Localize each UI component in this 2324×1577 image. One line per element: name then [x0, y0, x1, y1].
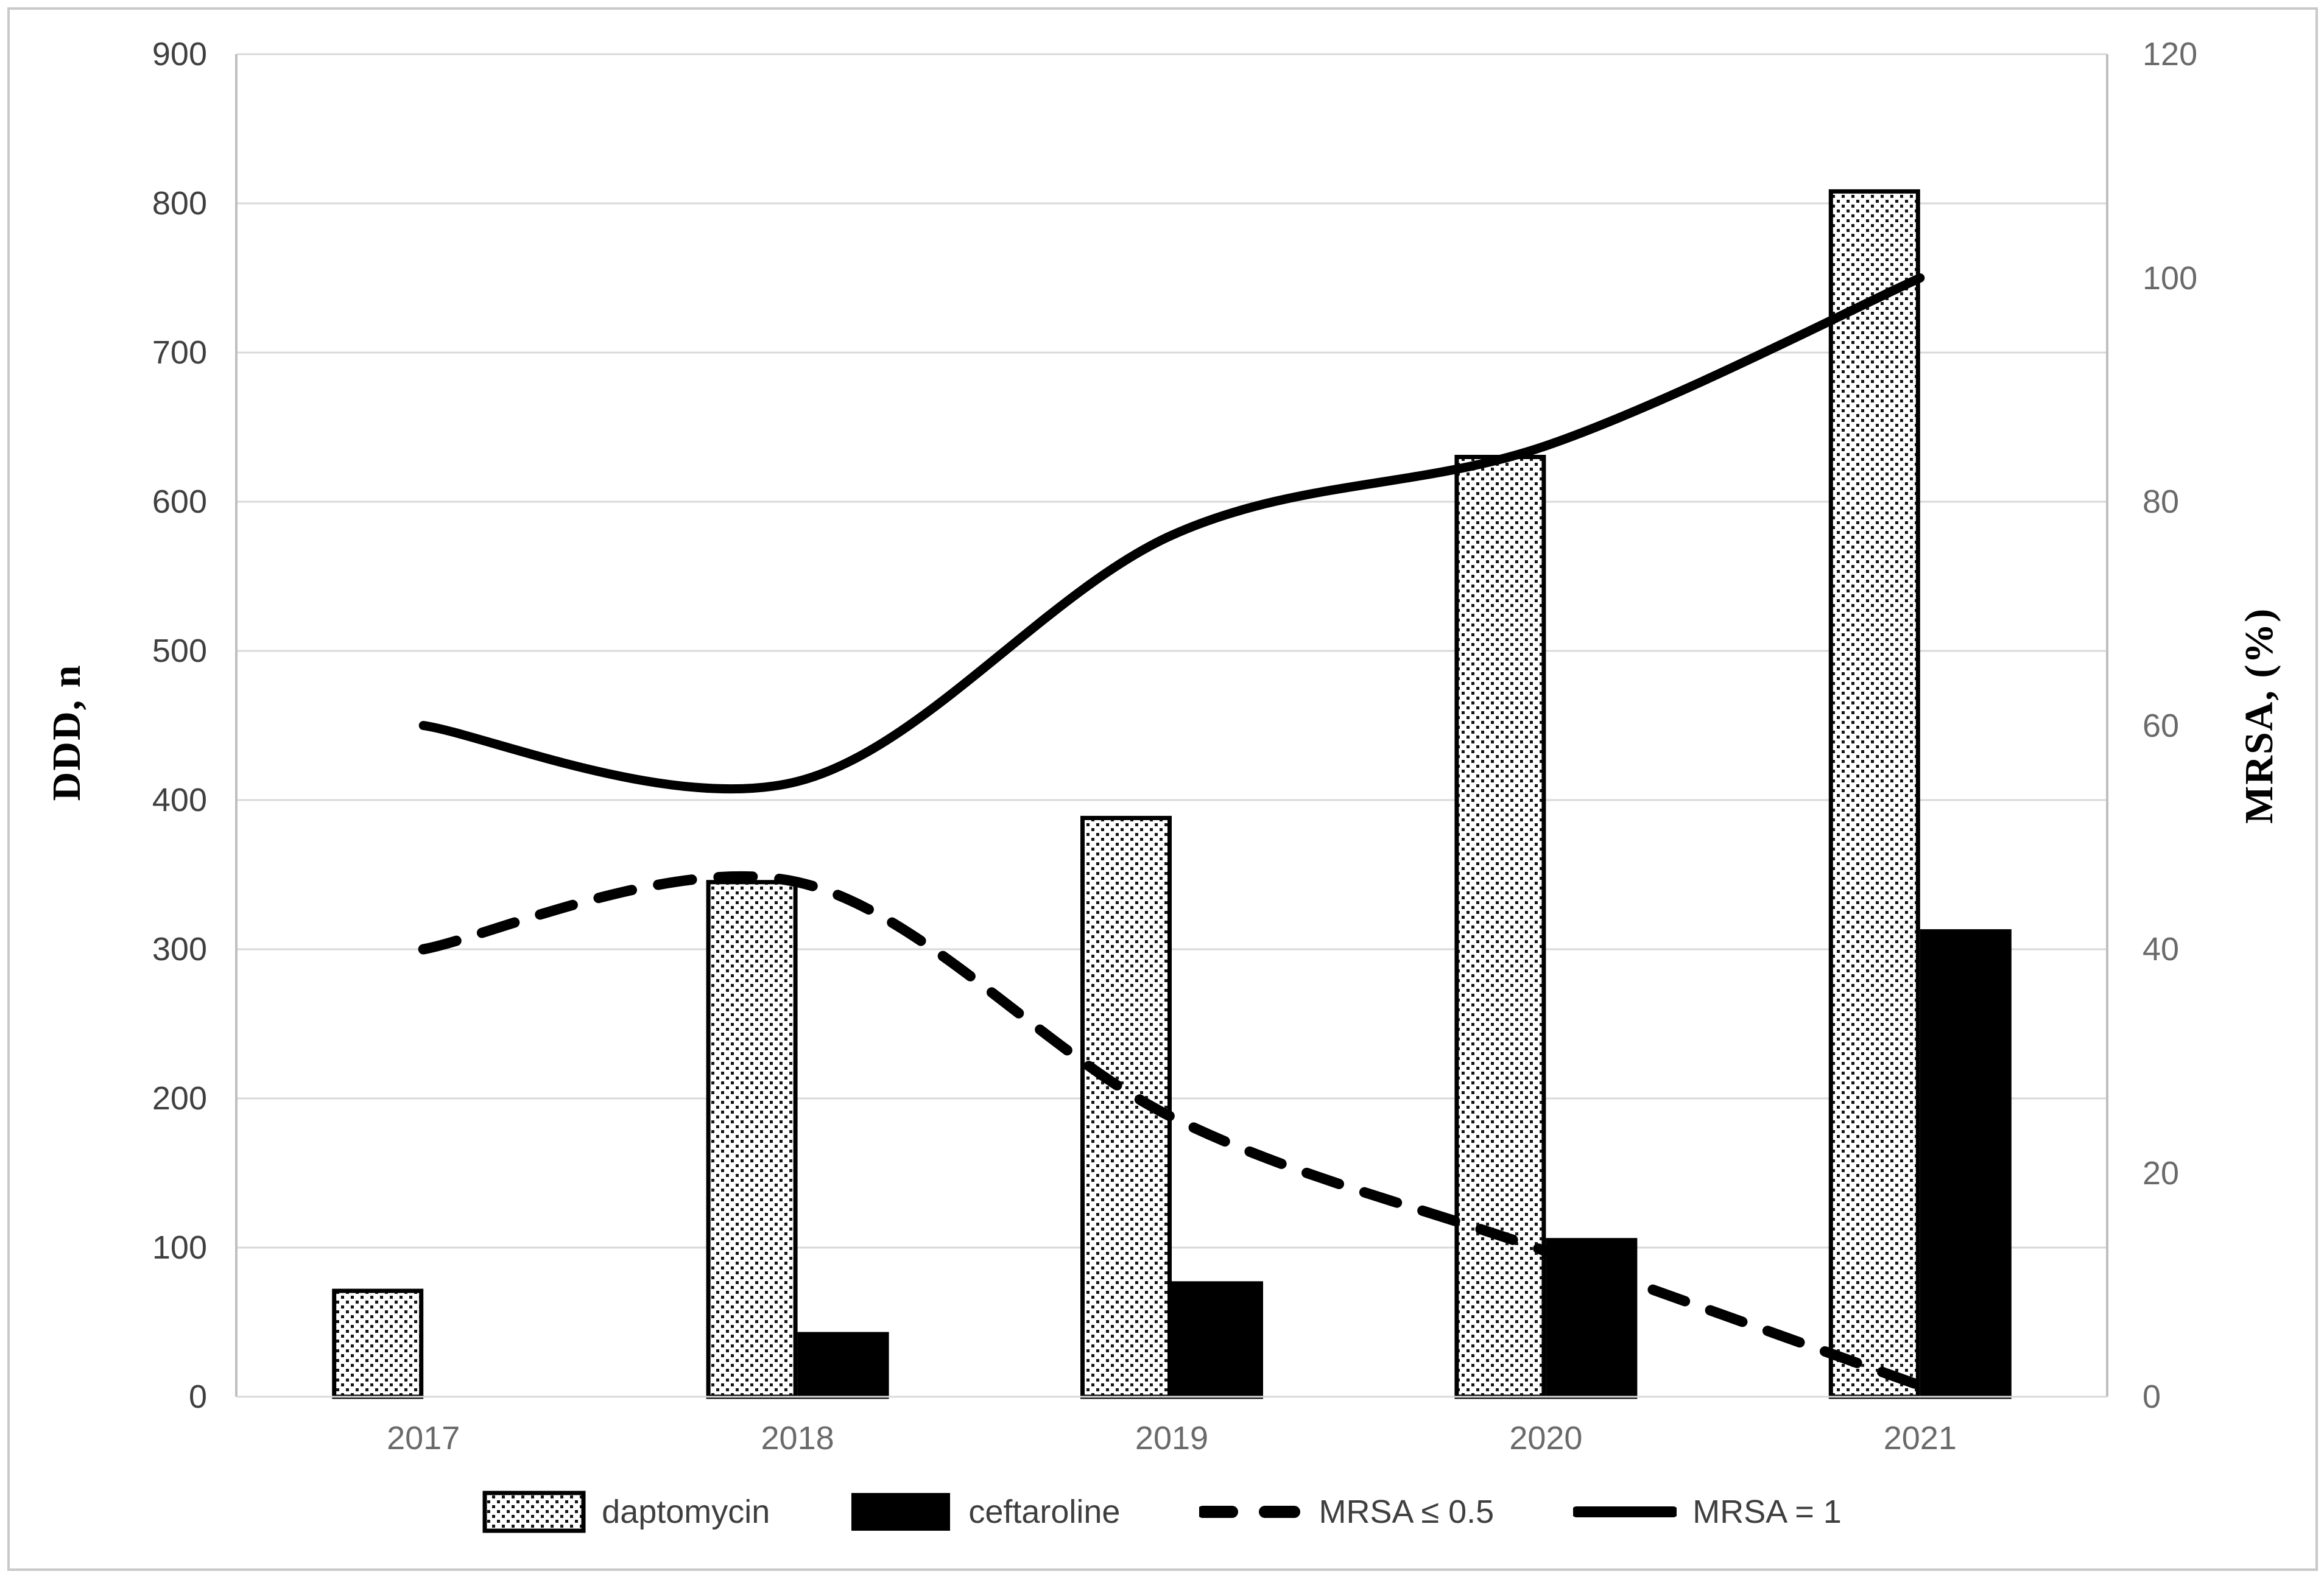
right-tick-0: 0 [2143, 1379, 2161, 1415]
right-axis-title: MRSA, (%) [2237, 607, 2281, 824]
legend-label: MRSA = 1 [1692, 1494, 1842, 1530]
legend-label: MRSA ≤ 0.5 [1319, 1494, 1495, 1530]
bar-ceftaroline-2019 [1172, 1281, 1263, 1399]
legend-item-MRSA-0-5: MRSA ≤ 0.5 [1199, 1486, 1494, 1538]
x-tick-2021: 2021 [1883, 1420, 1957, 1456]
legend-item-ceftaroline: ceftaroline [849, 1486, 1120, 1538]
right-tick-40: 40 [2143, 931, 2180, 968]
left-axis-title: DDD, n [44, 664, 89, 801]
right-tick-100: 100 [2143, 259, 2198, 297]
left-tick-0: 0 [188, 1379, 207, 1415]
bar-ceftaroline-2020 [1546, 1238, 1638, 1399]
left-tick-800: 800 [152, 185, 207, 222]
legend-label: ceftaroline [968, 1494, 1121, 1530]
axis-lines [235, 54, 2108, 1398]
bar-daptomycin-2018 [706, 880, 798, 1399]
right-tick-80: 80 [2143, 483, 2180, 520]
x-tick-2019: 2019 [1135, 1420, 1209, 1456]
legend-marker-solid [1573, 1506, 1677, 1517]
left-tick-200: 200 [152, 1080, 207, 1117]
bar-daptomycin-2017 [332, 1288, 424, 1399]
legend-item-MRSA-1: MRSA = 1 [1573, 1486, 1842, 1538]
line-series [418, 273, 1926, 1391]
chart-legend: daptomycin ceftaroline MRSA ≤ 0.5 MRSA = 1 [0, 1486, 2324, 1538]
x-tick-2018: 2018 [761, 1420, 834, 1456]
legend-marker-dotted-pattern [482, 1491, 586, 1533]
right-tick-20: 20 [2143, 1154, 2180, 1192]
legend-marker-dashed [1199, 1506, 1303, 1518]
legend-marker-solid-black [851, 1493, 951, 1531]
left-tick-500: 500 [152, 633, 207, 669]
x-tick-2020: 2020 [1509, 1420, 1583, 1456]
line-MRSA-0-5 [418, 871, 1926, 1391]
bar-daptomycin-2020 [1454, 455, 1546, 1399]
bar-ceftaroline-2021 [1920, 929, 2012, 1399]
right-tick-120: 120 [2143, 36, 2198, 72]
legend-label: daptomycin [602, 1494, 770, 1530]
left-tick-700: 700 [152, 334, 207, 371]
left-tick-900: 900 [152, 36, 207, 72]
left-tick-100: 100 [152, 1229, 207, 1266]
bar-ceftaroline-2018 [797, 1332, 889, 1399]
bar-series [332, 189, 2012, 1399]
x-tick-2017: 2017 [387, 1420, 460, 1456]
bar-daptomycin-2021 [1828, 189, 1920, 1399]
right-tick-60: 60 [2143, 707, 2180, 744]
line-MRSA-1 [418, 273, 1925, 794]
left-tick-600: 600 [152, 483, 207, 520]
legend-item-daptomycin: daptomycin [482, 1486, 770, 1538]
left-tick-300: 300 [152, 931, 207, 968]
left-tick-400: 400 [152, 782, 207, 818]
